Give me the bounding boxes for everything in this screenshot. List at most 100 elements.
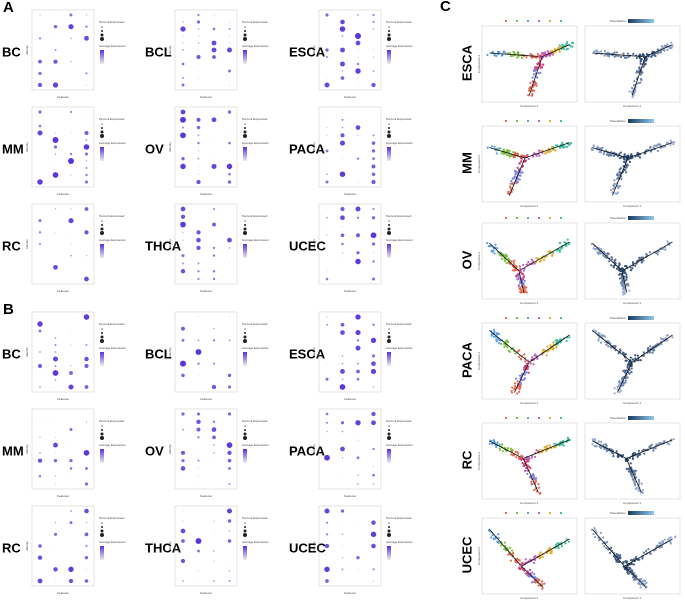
dot: [38, 231, 42, 234]
color-bar: [243, 50, 247, 64]
cell-point: [513, 382, 517, 385]
cell-point: [594, 330, 598, 333]
cell-point: [525, 263, 528, 266]
cell-point: [653, 144, 656, 147]
dot: [180, 214, 186, 219]
cell-point: [619, 157, 622, 160]
cell-point: [536, 357, 539, 360]
cell-point: [610, 264, 613, 267]
cell-point: [595, 146, 599, 149]
cell-point: [638, 578, 641, 581]
dot: [227, 519, 232, 523]
cell-point: [615, 552, 618, 556]
cell-point: [668, 536, 671, 539]
legend-dot: [100, 432, 104, 436]
legend-swatch: [560, 217, 562, 219]
cell-point: [599, 531, 603, 535]
legend-swatch: [505, 120, 507, 122]
legend-swatch: [505, 217, 507, 219]
cell-point: [511, 177, 514, 180]
cell-point: [616, 177, 619, 180]
dot: [53, 24, 58, 29]
cell-point: [549, 546, 552, 550]
dot: [198, 70, 199, 72]
cell-point: [537, 62, 540, 65]
x-title: Component 1: [520, 501, 538, 505]
cell-point: [559, 248, 562, 251]
dot: [53, 532, 58, 536]
dot: [372, 252, 375, 254]
cell-point: [641, 557, 644, 560]
dot: [371, 520, 376, 525]
dot: [54, 379, 57, 381]
cell-point: [613, 151, 616, 154]
cell-point: [497, 536, 500, 540]
legend-title: Average Expression: [386, 346, 413, 350]
dot: [340, 215, 345, 221]
dot: [356, 216, 360, 219]
cell-point: [626, 154, 629, 157]
color-bar: [387, 244, 391, 258]
cell-point: [517, 285, 520, 288]
dot: [227, 458, 232, 463]
legend-dot: [388, 26, 390, 28]
dot: [326, 316, 328, 318]
cancer-label: BCL: [145, 346, 172, 361]
cell-point: [672, 437, 675, 441]
cell-point: [526, 359, 529, 362]
x-title: Features: [200, 494, 212, 498]
cell-point: [545, 449, 548, 453]
legend-title: Average Expression: [386, 540, 413, 544]
cell-point: [656, 250, 659, 253]
cell-point: [622, 291, 625, 294]
cell-point: [562, 444, 565, 447]
legend-title: Average Expression: [242, 141, 269, 145]
dot: [39, 372, 41, 374]
dot: [211, 117, 217, 123]
cell-point: [634, 264, 637, 267]
cell-point: [568, 336, 571, 339]
cell-point: [557, 547, 560, 550]
dot: [342, 226, 343, 227]
dot: [229, 77, 230, 79]
dot: [371, 361, 376, 366]
dot: [196, 179, 201, 185]
cell-point: [507, 553, 510, 556]
cell-point: [560, 545, 563, 548]
legend-dot: [387, 231, 391, 235]
dot: [372, 260, 375, 263]
x-title: Features: [200, 397, 212, 401]
cell-point: [532, 152, 536, 155]
dot: [326, 42, 328, 44]
dot: [356, 157, 360, 160]
legend-dot: [101, 429, 103, 431]
cell-point: [658, 143, 662, 146]
cell-point: [511, 549, 514, 552]
dot: [341, 378, 344, 381]
dot: [357, 510, 359, 512]
cell-point: [518, 265, 521, 268]
dot: [86, 118, 87, 120]
cancer-label: UCEC: [289, 238, 326, 253]
dot: [52, 370, 59, 376]
cell-point: [499, 254, 502, 257]
dot-plot: THCA Features Identity Percent Expressed Ave…: [145, 203, 269, 293]
dot: [229, 363, 230, 365]
cell-point: [551, 52, 554, 56]
legend-dot: [243, 339, 247, 343]
cell-point: [503, 342, 506, 346]
dot: [54, 208, 57, 210]
cell-point: [531, 56, 534, 59]
cell-point: [507, 257, 510, 260]
cell-point: [530, 483, 533, 486]
dot: [55, 37, 56, 39]
dot: [70, 330, 72, 332]
cell-point: [656, 149, 659, 152]
cell-point: [649, 444, 653, 447]
legend-dot: [388, 127, 390, 129]
dot: [326, 430, 328, 433]
color-bar: [628, 119, 654, 123]
dot: [342, 474, 343, 476]
legend-dot: [243, 33, 247, 37]
dot: [372, 447, 375, 451]
